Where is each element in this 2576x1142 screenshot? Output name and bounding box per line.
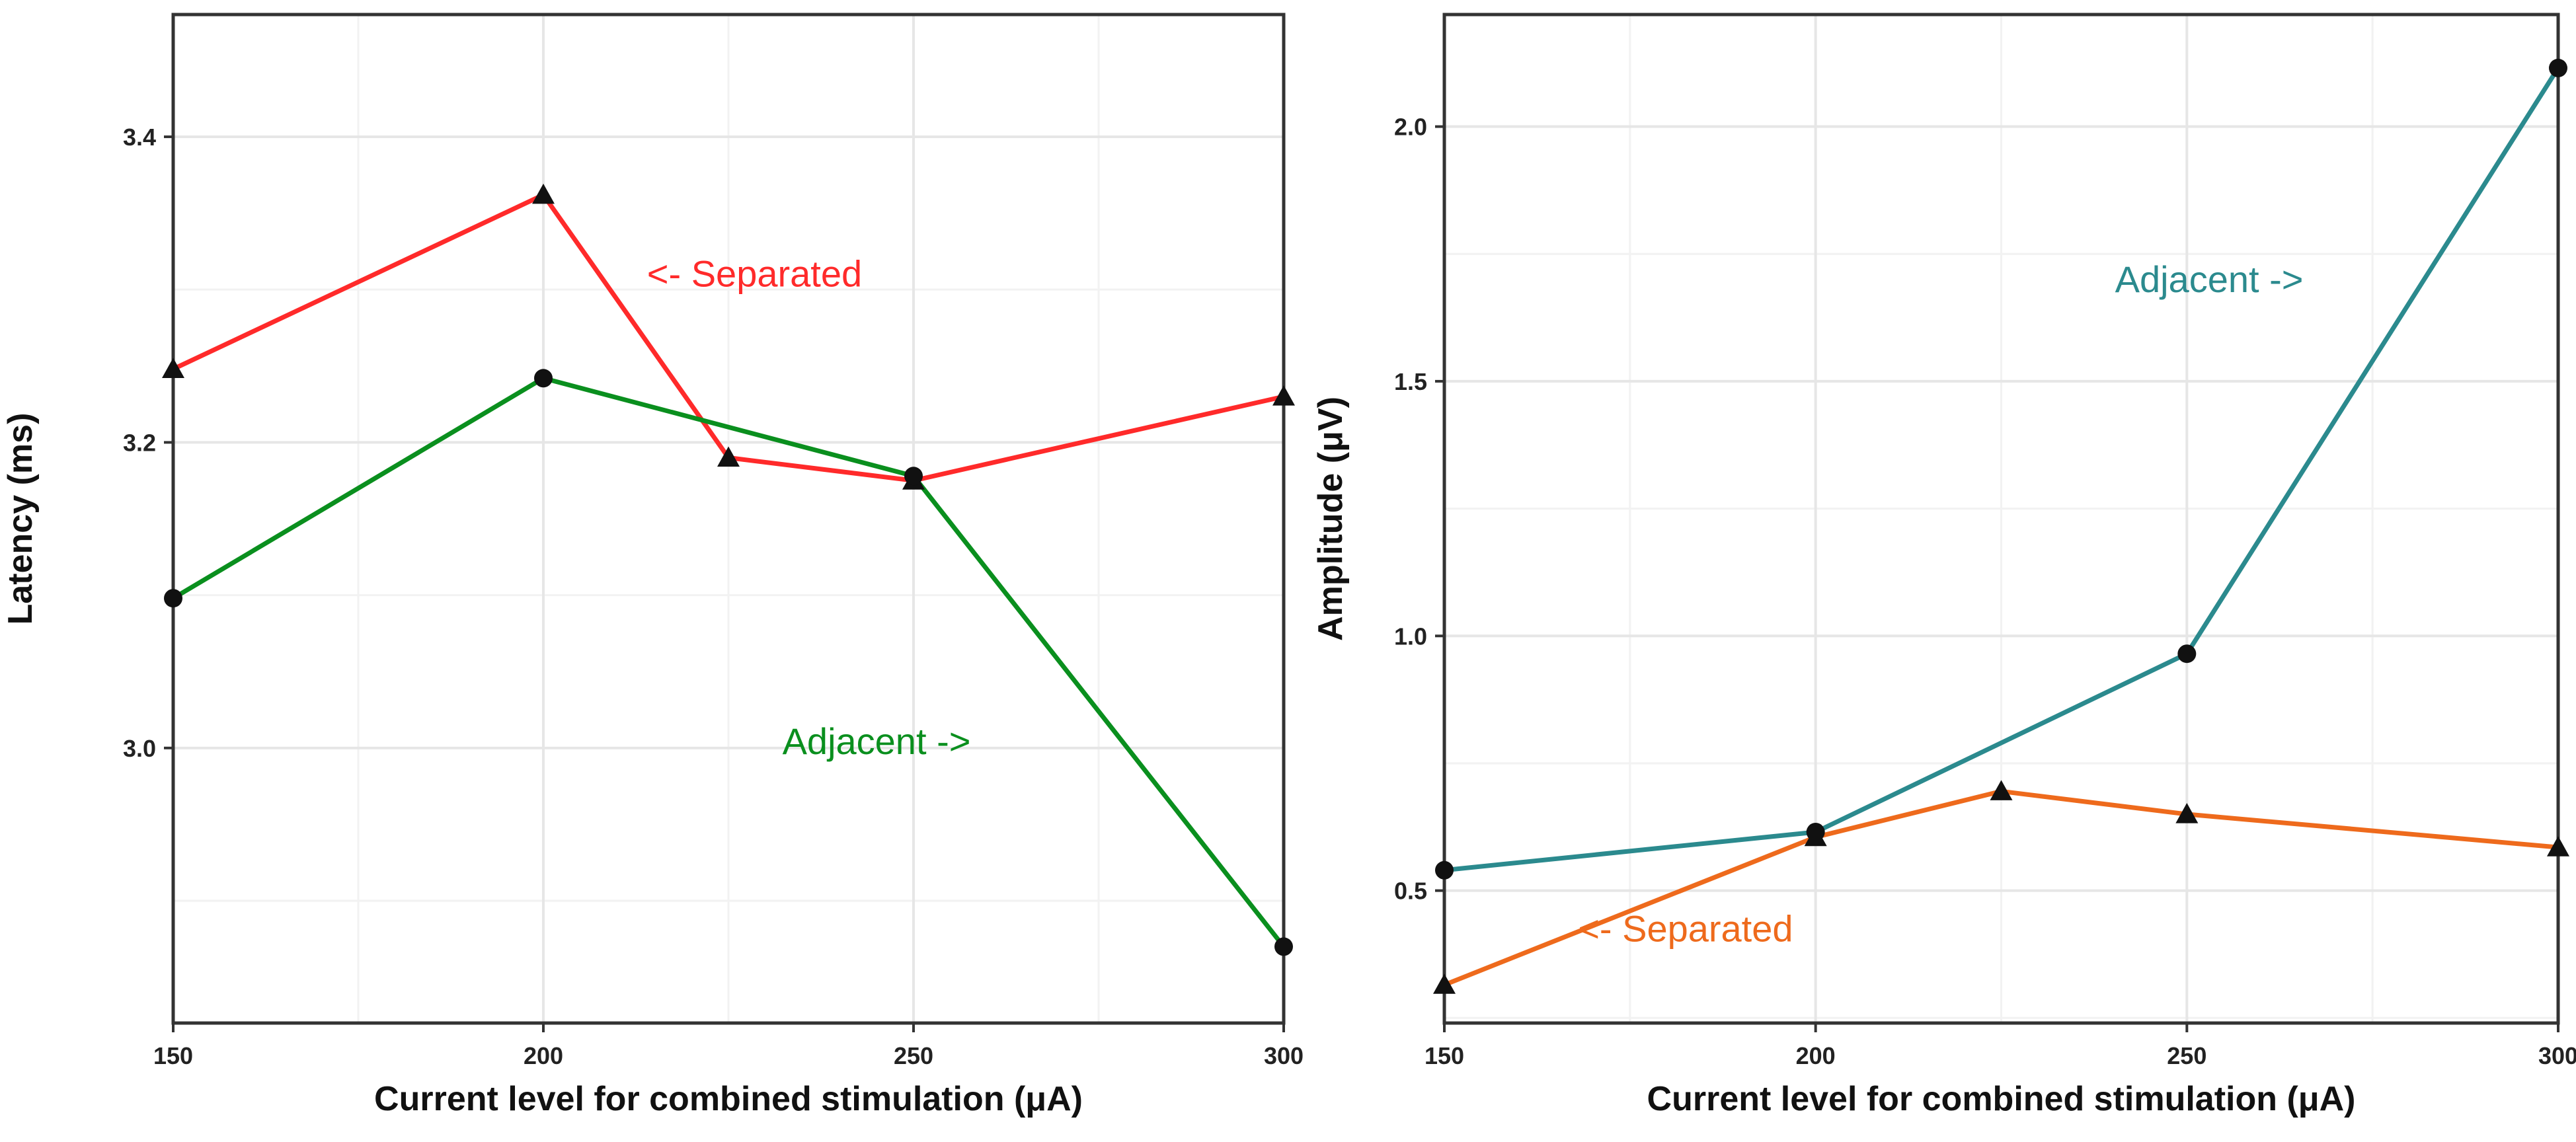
annotation-label: <- Separated [1578,908,1793,950]
data-point-separated [2175,803,2199,823]
annotation-label: Adjacent -> [2115,258,2304,300]
x-axis-title: Current level for combined stimulation (… [374,1080,1083,1118]
annotation-label: Adjacent -> [783,720,971,762]
data-point-adjacent [2177,644,2197,664]
y-tick-label: 3.0 [123,735,156,762]
plot-border [171,13,1286,1025]
data-point-separated [162,358,184,379]
x-tick-label: 200 [1796,1042,1836,1069]
y-tick-label: 3.2 [123,429,156,456]
data-point-adjacent [164,589,182,608]
y-axis-title: Amplitude (μV) [1311,397,1350,641]
y-tick-label: 1.0 [1394,623,1427,650]
x-axis-title: Current level for combined stimulation (… [1647,1080,2356,1118]
data-point-adjacent [1435,860,1454,880]
data-point-separated [1272,385,1295,406]
x-tick-label: 150 [153,1042,193,1069]
x-tick-label: 150 [1425,1042,1464,1069]
x-tick-label: 300 [1264,1042,1304,1069]
series-line-adjacent [172,375,1286,948]
data-point-adjacent [904,467,923,486]
data-point-adjacent [1274,937,1293,956]
data-point-adjacent [534,369,553,388]
data-point-separated [532,183,555,204]
annotation-label: <- Separated [647,253,862,295]
x-tick-label: 300 [2538,1042,2576,1069]
x-tick-label: 200 [524,1042,563,1069]
data-point-separated [1990,780,2013,800]
y-tick-label: 3.4 [123,124,156,151]
y-tick-label: 1.5 [1394,368,1427,395]
x-tick-label: 250 [894,1042,933,1069]
x-tick-label: 250 [2167,1042,2206,1069]
amplitude-chart: 150 200 250 300 0.5 1.0 1.5 2.0 Current level fo… [1311,13,2576,1118]
data-point-separated [717,446,740,467]
data-point-separated [1433,973,1456,994]
y-tick-label: 2.0 [1394,114,1427,141]
latency-chart: 150 200 250 300 3.0 3.2 3.4 Current level for c… [1,13,1304,1118]
series-line-adjacent [1444,67,2560,873]
data-point-adjacent [2549,58,2567,77]
data-point-separated [2547,836,2569,856]
data-point-separated [1804,825,1827,847]
y-axis-title: Latency (ms) [1,413,40,625]
plot-border [1442,13,2560,1025]
y-tick-label: 0.5 [1394,878,1427,905]
